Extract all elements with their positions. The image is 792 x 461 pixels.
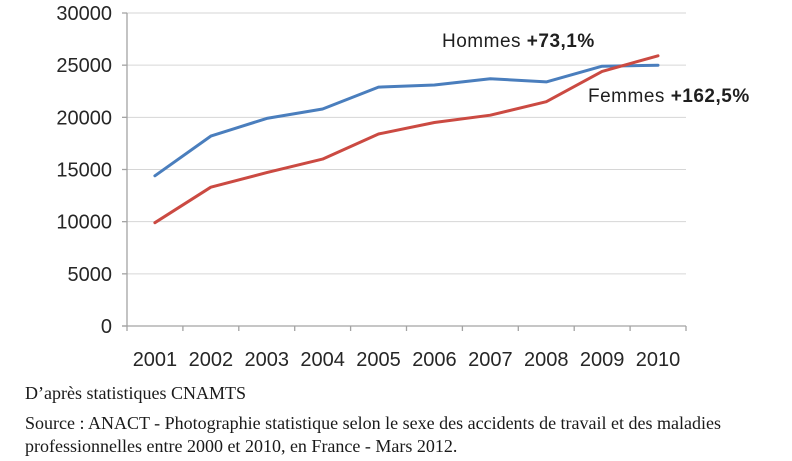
y-tick-label: 15000 [56,160,112,182]
y-tick-label: 30000 [56,3,112,25]
x-tick-label: 2009 [580,349,625,371]
source-line-1: Source : ANACT - Photographie statistiqu… [25,413,721,433]
series-line-femmes [153,54,660,225]
annotation-femmes-label: Femmes [588,86,671,107]
y-tick-label: 0 [101,316,112,338]
x-tick-label: 2010 [636,349,681,371]
y-tick-label: 5000 [68,264,113,286]
y-tick-label: 25000 [56,55,112,77]
footer: D’après statistiques CNAMTS Source : ANA… [25,383,765,458]
credit-line: D’après statistiques CNAMTS [25,383,246,403]
annotation-femmes-value: +162,5% [670,86,750,107]
annotation-hommes-value: +73,1% [526,31,595,52]
x-tick-label: 2004 [300,349,345,371]
annotation-hommes: Hommes +73,1% [442,31,595,53]
series-line-hommes [153,63,660,178]
x-tick-label: 2006 [412,349,457,371]
x-tick-label: 2002 [189,349,234,371]
x-tick-label: 2001 [133,349,178,371]
annotation-femmes: Femmes +162,5% [588,86,750,108]
y-tick-label: 20000 [56,107,112,129]
source-line: Source : ANACT - Photographie statistiqu… [25,412,765,458]
x-tick-label: 2007 [468,349,513,371]
line-chart: 0 5000 10000 15000 20000 25000 30000 2001 2002 20… [56,3,687,371]
annotation-hommes-label: Hommes [442,31,527,52]
x-tick-label: 2008 [524,349,569,371]
source-line-2: professionnelles entre 2000 et 2010, en … [25,436,458,456]
y-tick-label: 10000 [56,212,112,234]
x-tick-label: 2003 [245,349,290,371]
x-tick-label: 2005 [356,349,401,371]
